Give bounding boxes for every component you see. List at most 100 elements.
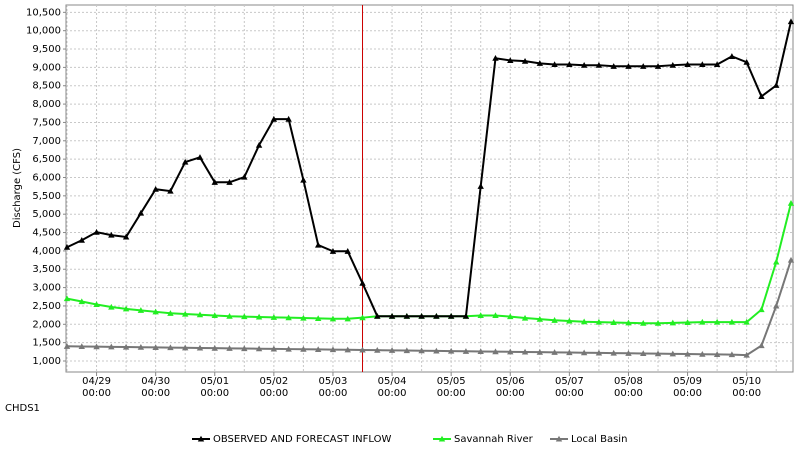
data-point — [595, 61, 603, 68]
y-tick-label: 6,500 — [32, 154, 61, 165]
data-point — [699, 61, 706, 68]
data-point — [63, 244, 71, 250]
data-point — [728, 318, 736, 325]
y-tick-label: 9,000 — [32, 62, 61, 73]
data-point — [640, 350, 647, 357]
data-point — [63, 343, 71, 349]
data-point — [196, 344, 204, 351]
data-point — [492, 348, 499, 355]
data-point — [462, 313, 470, 319]
series-line — [66, 259, 792, 357]
data-point — [713, 318, 721, 325]
data-point — [462, 348, 470, 354]
data-point — [433, 313, 440, 319]
data-point — [152, 308, 159, 315]
data-point — [255, 141, 263, 148]
x-tick-label: 00:00 — [141, 388, 170, 399]
data-point — [226, 345, 233, 351]
data-point — [344, 315, 351, 322]
data-point — [758, 342, 765, 349]
x-tick-label: 05/07 — [555, 376, 584, 387]
data-point — [374, 313, 381, 319]
data-point — [610, 63, 617, 69]
data-point — [684, 61, 691, 68]
data-point — [566, 317, 573, 324]
data-point — [137, 307, 145, 313]
station-label: CHDS1 — [5, 403, 40, 414]
x-tick-label: 00:00 — [614, 388, 643, 399]
data-point — [122, 305, 130, 312]
data-point — [566, 349, 573, 356]
data-point — [536, 315, 544, 322]
data-point — [329, 248, 337, 254]
data-point — [521, 57, 529, 64]
y-tick-label: 3,500 — [32, 264, 61, 275]
y-tick-label: 4,500 — [32, 228, 61, 239]
data-point — [167, 187, 174, 194]
data-point — [699, 318, 706, 325]
data-point — [152, 344, 159, 350]
data-point — [211, 312, 218, 319]
data-point — [684, 350, 691, 357]
data-point — [241, 313, 248, 320]
data-point — [610, 349, 617, 356]
data-point — [93, 228, 100, 235]
data-point — [625, 319, 632, 326]
y-tick-label: 1,000 — [32, 356, 61, 367]
data-point — [669, 61, 676, 68]
data-point — [182, 344, 189, 351]
data-point — [610, 319, 617, 326]
data-point — [477, 183, 484, 189]
data-point — [640, 319, 647, 326]
x-tick-label: 00:00 — [82, 388, 111, 399]
data-point — [329, 315, 337, 322]
data-point — [418, 347, 425, 354]
data-point — [566, 61, 573, 68]
data-point — [640, 63, 647, 69]
data-point — [300, 314, 307, 321]
y-tick-label: 5,500 — [32, 191, 61, 202]
data-point — [507, 348, 514, 355]
data-point — [93, 301, 100, 308]
data-point — [226, 179, 233, 185]
data-point — [418, 313, 425, 319]
data-point — [359, 279, 366, 286]
data-point — [773, 82, 780, 88]
data-point — [314, 315, 322, 321]
data-point — [758, 306, 765, 313]
data-point — [108, 343, 115, 350]
x-tick-label: 05/05 — [437, 376, 466, 387]
y-tick-label: 5,000 — [32, 209, 61, 220]
data-point — [773, 258, 780, 265]
data-point — [388, 347, 396, 353]
legend-marker — [197, 435, 205, 442]
x-tick-label: 00:00 — [732, 388, 761, 399]
data-point — [63, 295, 71, 302]
data-point — [374, 346, 381, 353]
data-point — [314, 346, 322, 352]
x-tick-label: 05/06 — [496, 376, 525, 387]
data-point — [182, 158, 189, 165]
data-point — [595, 349, 603, 356]
data-point — [625, 63, 632, 69]
data-point — [182, 310, 189, 317]
x-tick-label: 00:00 — [673, 388, 702, 399]
y-axis-label: Discharge (CFS) — [12, 148, 23, 228]
y-tick-label: 6,000 — [32, 172, 61, 183]
data-point — [580, 318, 588, 325]
data-point — [300, 176, 307, 183]
data-point — [787, 199, 795, 206]
data-point — [403, 313, 411, 319]
x-tick-label: 05/08 — [614, 376, 643, 387]
data-point — [477, 348, 484, 355]
data-point — [108, 303, 115, 310]
x-tick-label: 05/03 — [319, 376, 348, 387]
data-point — [447, 347, 455, 354]
data-point — [344, 248, 351, 254]
x-tick-label: 00:00 — [378, 388, 407, 399]
x-tick-label: 00:00 — [555, 388, 584, 399]
data-point — [78, 237, 85, 243]
data-point — [359, 314, 366, 321]
data-point — [344, 346, 351, 353]
x-tick-label: 05/09 — [673, 376, 702, 387]
